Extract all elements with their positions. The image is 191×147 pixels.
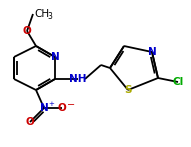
Text: 3: 3 xyxy=(47,11,52,20)
Text: CH: CH xyxy=(34,9,49,19)
Text: NH: NH xyxy=(69,74,87,84)
Text: −: − xyxy=(67,100,75,110)
Text: N: N xyxy=(148,47,156,57)
Text: +: + xyxy=(48,101,54,107)
Text: O: O xyxy=(26,117,34,127)
Text: S: S xyxy=(124,85,132,95)
Text: O: O xyxy=(23,26,31,36)
Text: Cl: Cl xyxy=(172,77,184,87)
Text: N: N xyxy=(40,103,48,113)
Text: O: O xyxy=(58,103,66,113)
Text: N: N xyxy=(51,52,59,62)
